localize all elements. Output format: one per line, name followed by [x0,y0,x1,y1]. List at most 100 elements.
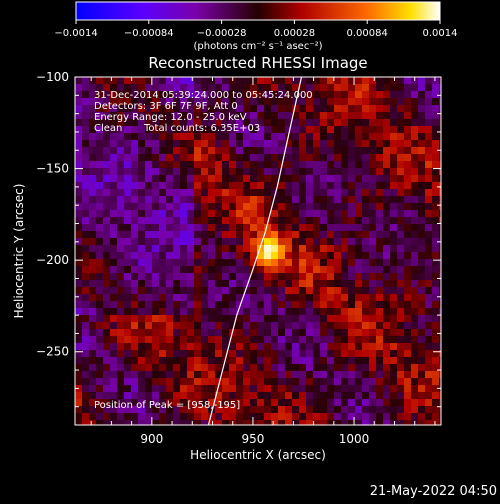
heatmap-cell [208,378,216,386]
heatmap-cell [278,294,286,302]
heatmap-cell [124,133,132,141]
heatmap-cell [145,175,153,183]
heatmap-cell [173,315,181,323]
heatmap-cell [411,392,419,400]
heatmap-cell [264,84,272,92]
heatmap-cell [145,217,153,225]
heatmap-cell [187,301,195,309]
heatmap-cell [229,175,237,183]
heatmap-cell [166,203,174,211]
heatmap-cell [187,280,195,288]
heatmap-cell [257,98,265,106]
heatmap-cell [334,91,342,99]
heatmap-cell [222,350,230,358]
heatmap-cell [425,154,433,162]
heatmap-cell [383,168,391,176]
heatmap-cell [404,315,412,323]
heatmap-cell [236,273,244,281]
heatmap-cell [376,315,384,323]
annotation-time: 31-Dec-2014 05:39:24.000 to 05:45:24.000 [94,90,313,101]
heatmap-cell [320,140,328,148]
heatmap-cell [376,336,384,344]
heatmap-cell [299,329,307,337]
heatmap-cell [299,189,307,197]
heatmap-cell [187,126,195,134]
heatmap-cell [292,84,300,92]
heatmap-cell [411,294,419,302]
heatmap-cell [390,133,398,141]
heatmap-cell [285,119,293,127]
heatmap-cell [334,252,342,260]
heatmap-cell [327,273,335,281]
heatmap-cell [278,378,286,386]
heatmap-cell [194,371,202,379]
heatmap-cell [397,322,405,330]
heatmap-cell [292,294,300,302]
heatmap-cell [82,385,90,393]
heatmap-cell [271,126,279,134]
heatmap-cell [404,203,412,211]
heatmap-cell [425,364,433,372]
heatmap-cell [243,287,251,295]
heatmap-cell [271,287,279,295]
heatmap-cell [355,287,363,295]
heatmap-cell [320,154,328,162]
heatmap-cell [229,280,237,288]
heatmap-cell [439,336,441,344]
heatmap-cell [285,357,293,365]
heatmap-cell [96,406,104,414]
heatmap-cell [320,406,328,414]
heatmap-cell [166,329,174,337]
heatmap-cell [110,336,118,344]
heatmap-cell [110,126,118,134]
heatmap-cell [362,182,370,190]
heatmap-cell [439,98,441,106]
heatmap-cell [82,406,90,414]
heatmap-cell [89,189,97,197]
heatmap-cell [404,406,412,414]
heatmap-cell [180,399,188,407]
heatmap-cell [131,336,139,344]
heatmap-cell [355,84,363,92]
heatmap-cell [313,119,321,127]
heatmap-cell [117,350,125,358]
heatmap-cell [110,189,118,197]
heatmap-cell [432,357,440,365]
heatmap-cell [96,217,104,225]
heatmap-cell [96,280,104,288]
heatmap-cell [285,77,293,85]
y-axis-ticks: −100−150−200−250 [36,70,441,408]
heatmap-cell [299,315,307,323]
heatmap-cell [390,371,398,379]
heatmap-cell [103,385,111,393]
heatmap-cell [390,392,398,400]
heatmap-cell [138,119,146,127]
heatmap-cell [243,84,251,92]
heatmap-cell [334,238,342,246]
heatmap-cell [138,294,146,302]
heatmap-cell [432,91,440,99]
heatmap-cell [292,210,300,218]
heatmap-cell [110,294,118,302]
heatmap-cell [299,252,307,260]
heatmap-cell [236,175,244,183]
heatmap-cell [215,399,223,407]
heatmap-cell [432,287,440,295]
heatmap-cell [222,385,230,393]
heatmap-cell [334,84,342,92]
heatmap-cell [215,91,223,99]
heatmap-cell [243,161,251,169]
heatmap-cell [96,399,104,407]
heatmap-cell [215,84,223,92]
heatmap-cell [131,189,139,197]
heatmap-cell [166,161,174,169]
heatmap-cell [285,322,293,330]
heatmap-cell [250,364,258,372]
heatmap-cell [243,133,251,141]
heatmap-cell [383,371,391,379]
heatmap-cell [89,203,97,211]
heatmap-cell [362,112,370,120]
heatmap-cell [439,322,441,330]
heatmap-cell [264,182,272,190]
heatmap-cell [306,364,314,372]
